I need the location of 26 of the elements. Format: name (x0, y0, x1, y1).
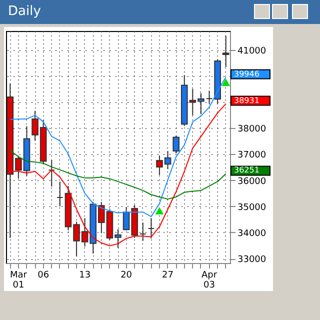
x-tick-label: Mar 01 (10, 270, 28, 290)
candlestick (148, 218, 155, 239)
x-tick-label: Apr 03 (201, 270, 218, 290)
y-tick-label: 33000 (238, 255, 266, 266)
y-tick-label: 36000 (238, 176, 266, 187)
candlestick (206, 90, 213, 104)
y-tick-label: 37000 (238, 150, 266, 161)
candlestick (48, 160, 56, 188)
chart-title: Daily (8, 4, 41, 19)
candlestick (139, 222, 146, 242)
candlestick (172, 135, 180, 154)
y-tick-label: 35000 (238, 202, 266, 213)
data-label: 39946 (234, 69, 260, 78)
y-tick-label: 34000 (238, 228, 266, 239)
line-series (10, 103, 226, 246)
data-label: 36251 (234, 166, 260, 175)
data-label: 38931 (234, 96, 260, 105)
x-tick-label: 06 (38, 270, 50, 280)
candlestick (56, 181, 64, 207)
x-tick-label: 20 (120, 270, 132, 280)
y-tick-label: 41000 (238, 46, 266, 56)
line-series (10, 150, 226, 200)
y-tick-label: 38000 (238, 124, 266, 135)
candlestick (222, 35, 230, 68)
x-tick-label: 13 (79, 270, 91, 280)
x-tick-label: 27 (162, 270, 174, 280)
